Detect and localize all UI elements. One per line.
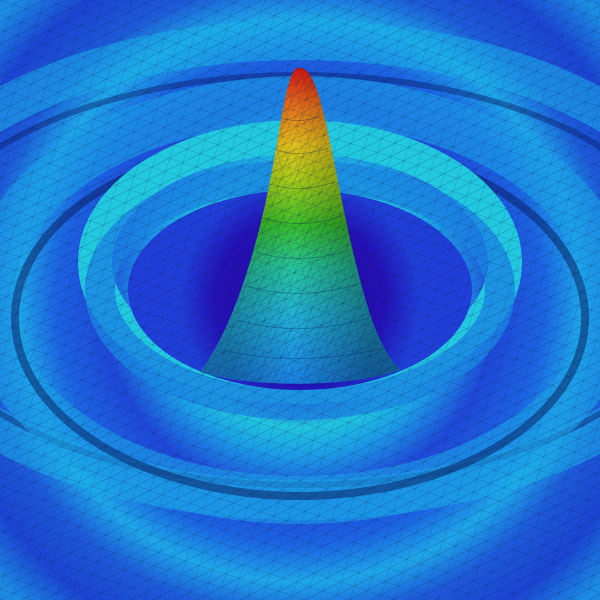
peak-mesh — [200, 67, 400, 384]
